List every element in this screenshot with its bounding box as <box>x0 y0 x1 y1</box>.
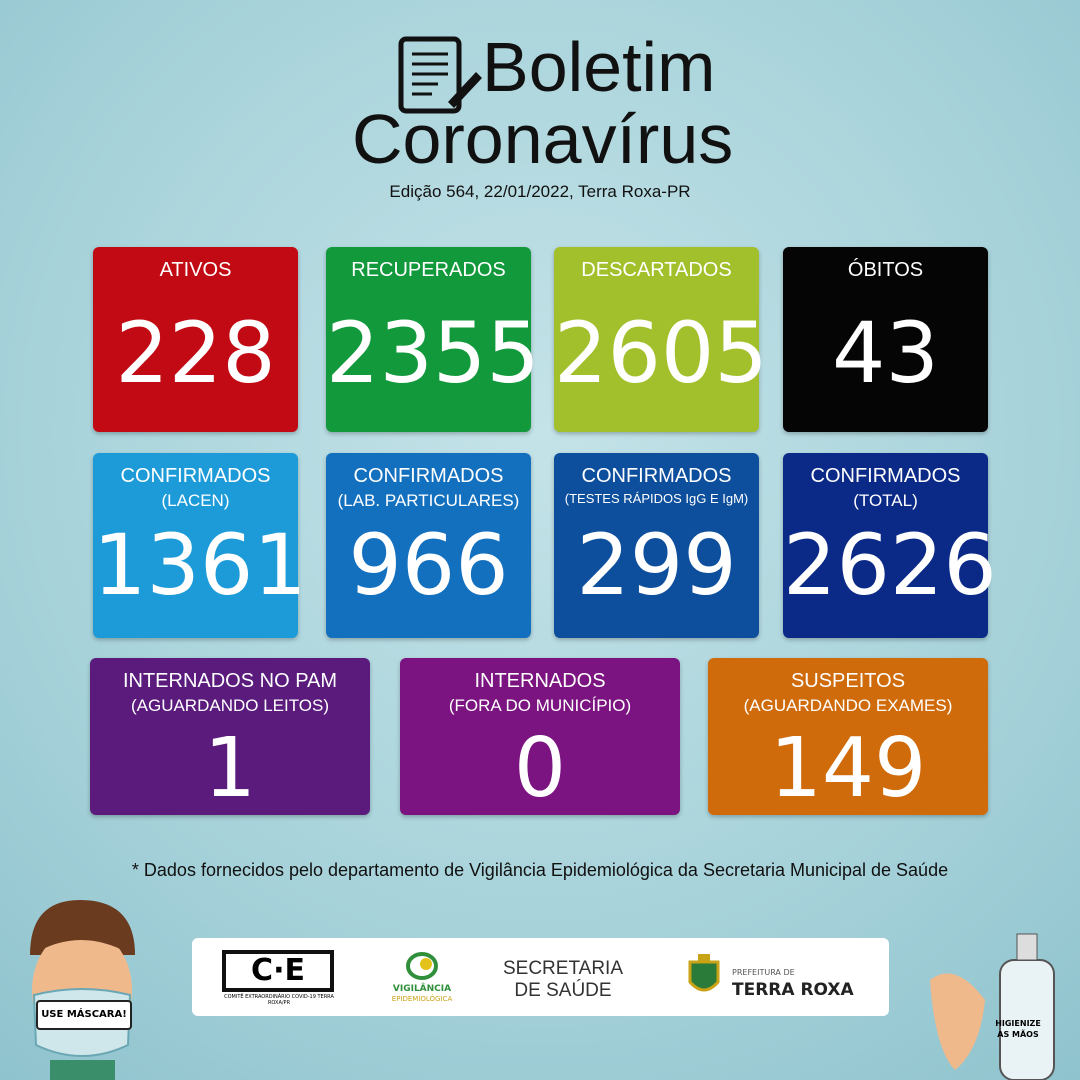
stat-card: CONFIRMADOS (TESTES RÁPIDOS IgG E IgM) 299 <box>554 453 759 638</box>
card-label: ATIVOS <box>159 259 232 281</box>
coe-logo: C·E <box>222 950 334 992</box>
card-value: 1 <box>203 721 257 816</box>
stat-card: INTERNADOS (FORA DO MUNICÍPIO) 0 <box>400 658 680 815</box>
secretaria-line2: DE SAÚDE <box>514 980 612 1001</box>
edition: Edição 564, 22/01/2022, Terra Roxa-PR <box>389 182 691 201</box>
stat-card: RECUPERADOS 2355 <box>326 247 540 432</box>
stat-card: CONFIRMADOS (LAB. PARTICULARES) 966 <box>326 453 531 638</box>
card-label: ÓBITOS <box>847 259 924 281</box>
stat-card: SUSPEITOS (AGUARDANDO EXAMES) 149 <box>708 658 988 815</box>
card-sublabel: (LAB. PARTICULARES) <box>337 491 520 510</box>
vigilancia-line2: EPIDEMIOLÓGICA <box>391 995 453 1003</box>
logo-bar: C·E COMITÊ EXTRAORDINÁRIO COVID-19 TERRA… <box>192 938 889 1016</box>
card-sublabel: (TESTES RÁPIDOS IgG E IgM) <box>564 491 749 506</box>
prefeitura-line2: TERRA ROXA <box>732 980 854 1000</box>
card-sublabel: (FORA DO MUNICÍPIO) <box>448 696 632 715</box>
document-icon <box>398 36 482 114</box>
secretaria-line1: SECRETARIA <box>502 958 623 979</box>
card-label: CONFIRMADOS <box>120 465 271 487</box>
card-value: 149 <box>769 721 927 816</box>
card-label: CONFIRMADOS <box>810 465 961 487</box>
card-sublabel: (AGUARDANDO EXAMES) <box>743 696 953 715</box>
brasao-icon <box>688 954 720 992</box>
title-line1: Boletim <box>482 28 716 106</box>
stat-card: CONFIRMADOS (LACEN) 1361 <box>93 453 307 638</box>
card-label: INTERNADOS NO PAM <box>122 670 338 692</box>
card-value: 2626 <box>783 516 997 614</box>
stat-card: ÓBITOS 43 <box>783 247 988 432</box>
stat-card: ATIVOS 228 <box>93 247 298 432</box>
card-sublabel: (LACEN) <box>161 491 230 510</box>
vigilancia-icon <box>406 952 438 980</box>
card-label: DESCARTADOS <box>581 259 732 281</box>
title-line2: Coronavírus <box>352 100 734 178</box>
card-value: 299 <box>576 516 737 614</box>
prefeitura-line1: PREFEITURA DE <box>732 968 795 977</box>
card-value: 43 <box>832 304 939 402</box>
mask-badge: USE MÁSCARA! <box>36 1000 132 1030</box>
footnote: * Dados fornecidos pelo departamento de … <box>131 860 949 880</box>
card-value: 228 <box>115 304 276 402</box>
stat-card: DESCARTADOS 2605 <box>554 247 768 432</box>
card-value: 2355 <box>326 304 540 402</box>
stat-card: INTERNADOS NO PAM (AGUARDANDO LEITOS) 1 <box>90 658 370 815</box>
vigilancia-line1: VIGILÂNCIA <box>392 984 452 994</box>
card-label: CONFIRMADOS <box>581 465 732 487</box>
mask-character <box>30 900 135 1080</box>
card-sublabel: (AGUARDANDO LEITOS) <box>130 696 330 715</box>
card-label: RECUPERADOS <box>351 259 506 281</box>
hands-badge: HIGIENIZE AS MÃOS <box>995 1019 1041 1039</box>
card-value: 966 <box>348 516 509 614</box>
hands-illustration <box>930 933 1055 1080</box>
card-value: 1361 <box>93 516 307 614</box>
card-label: INTERNADOS <box>474 670 606 692</box>
card-sublabel: (TOTAL) <box>853 491 918 510</box>
card-label: CONFIRMADOS <box>353 465 504 487</box>
card-value: 0 <box>513 721 567 816</box>
card-value: 2605 <box>554 304 768 402</box>
card-label: SUSPEITOS <box>790 670 906 692</box>
stat-card: CONFIRMADOS (TOTAL) 2626 <box>783 453 997 638</box>
coe-caption: COMITÊ EXTRAORDINÁRIO COVID-19 TERRA ROX… <box>224 994 334 1006</box>
